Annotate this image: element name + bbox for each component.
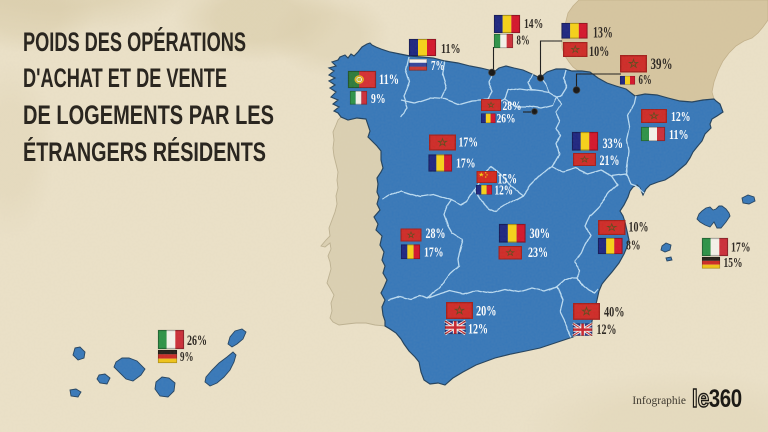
svg-text:360: 360 (709, 384, 742, 412)
svg-text:39%: 39% (651, 56, 673, 73)
svg-text:14%: 14% (524, 16, 543, 31)
svg-text:12%: 12% (468, 322, 488, 338)
svg-text:ÉTRANGERS RÉSIDENTS: ÉTRANGERS RÉSIDENTS (23, 137, 266, 167)
svg-text:11%: 11% (669, 128, 689, 143)
svg-text:9%: 9% (371, 92, 386, 107)
svg-text:20%: 20% (476, 304, 497, 320)
svg-text:12%: 12% (495, 183, 514, 198)
svg-text:40%: 40% (604, 305, 625, 321)
svg-text:12%: 12% (671, 110, 691, 125)
svg-text:11%: 11% (379, 72, 399, 88)
svg-text:23%: 23% (528, 245, 548, 261)
svg-text:15%: 15% (724, 255, 743, 270)
svg-text:DE LOGEMENTS PAR LES: DE LOGEMENTS PAR LES (23, 100, 274, 130)
svg-text:33%: 33% (603, 136, 624, 152)
svg-text:17%: 17% (731, 241, 751, 256)
svg-text:8%: 8% (517, 33, 530, 48)
svg-text:26%: 26% (187, 333, 207, 349)
svg-text:POIDS DES OPÉRATIONS: POIDS DES OPÉRATIONS (23, 27, 246, 57)
svg-text:12%: 12% (597, 322, 617, 338)
svg-text:8%: 8% (626, 239, 641, 254)
svg-text:15%: 15% (498, 172, 518, 188)
svg-text:6%: 6% (639, 72, 652, 87)
svg-text:Infographie: Infographie (632, 395, 686, 407)
svg-text:11%: 11% (441, 42, 461, 57)
svg-text:21%: 21% (600, 153, 620, 169)
svg-text:10%: 10% (629, 220, 649, 236)
svg-text:30%: 30% (530, 226, 551, 242)
svg-text:28%: 28% (426, 226, 446, 242)
svg-text:17%: 17% (456, 157, 476, 172)
svg-text:13%: 13% (593, 25, 613, 42)
svg-text:9%: 9% (180, 349, 194, 364)
svg-text:D'ACHAT ET DE VENTE: D'ACHAT ET DE VENTE (23, 63, 227, 93)
svg-text:28%: 28% (503, 98, 522, 113)
svg-text:17%: 17% (424, 246, 444, 261)
svg-text:10%: 10% (589, 44, 609, 60)
svg-text:7%: 7% (431, 58, 445, 73)
svg-text:17%: 17% (459, 136, 479, 151)
svg-text:le: le (692, 384, 709, 412)
svg-text:26%: 26% (497, 111, 516, 126)
